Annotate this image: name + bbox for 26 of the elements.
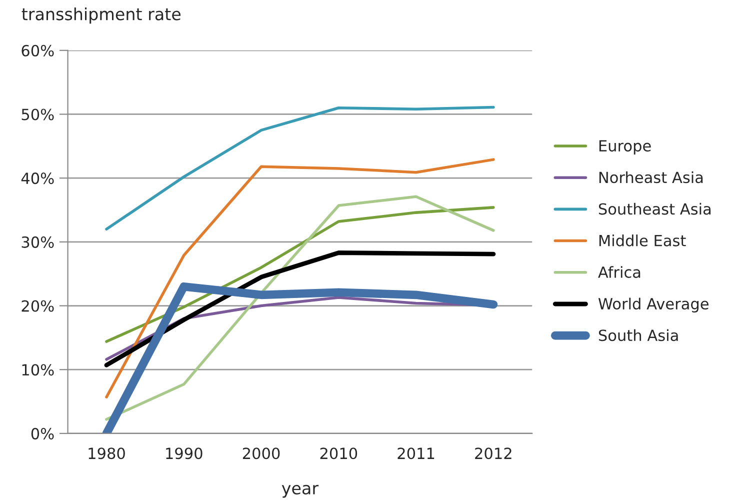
legend-label: Southeast Asia [598, 202, 711, 215]
line-series [105, 158, 495, 398]
x-tick-label: 2000 [242, 448, 280, 460]
line-series [105, 106, 495, 231]
x-tick-label: 1980 [88, 448, 125, 460]
y-tick-label: 50% [22, 108, 54, 120]
legend-label: Europe [599, 140, 651, 155]
x-tick-label: 2012 [475, 448, 512, 460]
x-tick-label: 2010 [320, 448, 358, 460]
legend-label: Africa [598, 266, 640, 278]
line-series [105, 195, 495, 421]
line-series [104, 250, 496, 368]
legend-label: Norheast Asia [599, 171, 703, 184]
y-tick-label: 20% [22, 300, 54, 312]
y-tick-label: 10% [22, 364, 54, 376]
y-tick-label: 30% [22, 236, 54, 248]
legend-label: Middle East [599, 234, 686, 246]
y-tick-label: 60% [22, 44, 54, 56]
legend-label: South Asia [598, 329, 678, 342]
legend-label: World Average [598, 298, 708, 312]
x-tick-label: 1990 [166, 448, 202, 460]
x-axis-title: year [282, 484, 319, 498]
y-axis-title: transshipment rate [22, 7, 181, 24]
x-tick-label: 2011 [398, 448, 434, 460]
y-tick-label: 40% [21, 172, 54, 184]
y-tick-label: 0% [31, 428, 54, 440]
